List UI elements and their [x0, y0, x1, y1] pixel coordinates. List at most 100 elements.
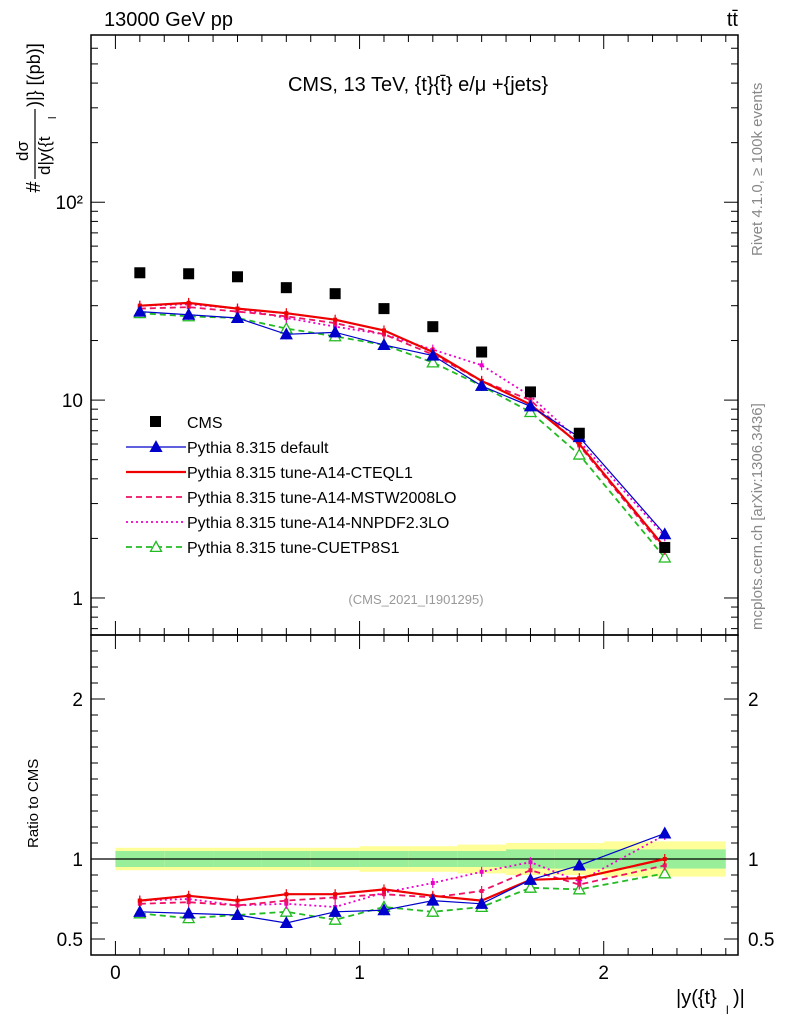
main-marker-pythia-8-315-tune-a14-cteql1: [381, 328, 386, 333]
axis-ticks: 0 1 2 1 10 10² 0.5 0.5 1 1 2 2: [56, 34, 774, 984]
ratio-y-tick-label-right: 2: [748, 690, 759, 711]
ratio-marker-pythia-8-315-default: [523, 872, 538, 885]
rivet-version-label: Rivet 4.1.0, ≥ 100k events: [749, 83, 766, 256]
ratio-marker-pythia-8-315-tune-a14-cteql1: [235, 898, 240, 903]
x-tick-label: 0: [110, 963, 121, 984]
process-label: tt̄: [727, 9, 739, 31]
cms-data-point: [183, 268, 195, 280]
ratio-marker-pythia-8-315-tune-a14-nnpdf2-3lo: [479, 869, 484, 874]
ratio-marker-pythia-8-315-default: [572, 858, 586, 871]
ratio-marker-pythia-8-315-tune-a14-cteql1: [284, 892, 289, 897]
main-marker-pythia-8-315-tune-a14-cteql1: [235, 306, 240, 311]
legend-marker-cms: [150, 416, 161, 427]
ratio-marker-pythia-8-315-tune-a14-mstw2008lo: [577, 882, 582, 887]
main-y-tick-label: 1: [72, 589, 83, 610]
ratio-marker-pythia-8-315-tune-a14-cteql1: [662, 857, 667, 861]
ratio-y-axis-label: Ratio to CMS: [25, 759, 42, 848]
legend-marker-pythia-8-315-tune-cuetp8s1: [149, 540, 163, 553]
main-marker-pythia-8-315-tune-a14-cteql1: [186, 300, 191, 305]
xlabel-main: |y({t}: [676, 987, 717, 1009]
legend-label-cms: CMS: [187, 415, 223, 432]
main-marker-pythia-8-315-tune-cuetp8s1: [523, 405, 538, 418]
ratio-series-line-pythia-8-315-tune-cuetp8s1: [139, 872, 665, 921]
cms-data-point: [476, 346, 488, 358]
main-marker-pythia-8-315-default: [658, 527, 672, 540]
ratio-marker-pythia-8-315-tune-cuetp8s1: [658, 866, 672, 879]
main-marker-pythia-8-315-tune-a14-cteql1: [333, 317, 338, 322]
beam-label: 13000 GeV pp: [104, 9, 233, 31]
ratio-marker-pythia-8-315-tune-a14-nnpdf2-3lo: [528, 860, 533, 865]
main-marker-pythia-8-315-tune-a14-cteql1: [284, 311, 289, 316]
ratio-y-tick-label: 2: [72, 690, 83, 711]
ratio-marker-pythia-8-315-tune-cuetp8s1: [523, 880, 538, 893]
cms-data-point: [329, 288, 341, 300]
x-axis-label: |y({t} l )|: [676, 987, 745, 1017]
main-marker-pythia-8-315-tune-a14-cteql1: [577, 442, 582, 447]
cms-data-point: [378, 303, 390, 315]
x-tick-label: 1: [354, 963, 365, 984]
ratio-marker-pythia-8-315-tune-a14-nnpdf2-3lo: [430, 881, 435, 885]
ylabel-numerator: dσ: [13, 141, 32, 161]
ratio-marker-pythia-8-315-tune-a14-cteql1: [577, 876, 582, 881]
main-marker-pythia-8-315-default: [523, 399, 538, 412]
cms-data-point: [524, 386, 536, 398]
ratio-marker-pythia-8-315-tune-cuetp8s1: [328, 912, 342, 925]
ylabel-denominator: d|y({t: [35, 136, 54, 175]
ratio-marker-pythia-8-315-tune-a14-cteql1: [333, 892, 338, 897]
legend-label-pythia-8-315-tune-cuetp8s1: Pythia 8.315 tune-CUETP8S1: [187, 540, 400, 557]
ratio-marker-pythia-8-315-tune-a14-mstw2008lo: [284, 898, 289, 903]
ratio-marker-pythia-8-315-tune-a14-mstw2008lo: [662, 863, 667, 868]
x-tick-label: 2: [598, 963, 609, 984]
cms-data-point: [659, 541, 671, 553]
legend-label-pythia-8-315-tune-a14-nnpdf2-3lo: Pythia 8.315 tune-A14-NNPDF2.3LO: [187, 515, 449, 532]
main-series-line-pythia-8-315-tune-a14-mstw2008lo: [139, 306, 666, 551]
main-marker-pythia-8-315-default: [475, 379, 489, 391]
ratio-marker-pythia-8-315-tune-cuetp8s1: [426, 904, 440, 917]
main-marker-pythia-8-315-default: [328, 325, 342, 338]
ratio-series-layer: [133, 826, 672, 929]
analysis-id-label: (CMS_2021_I1901295): [348, 592, 483, 607]
ylabel-hash: #: [23, 181, 45, 193]
main-marker-pythia-8-315-default: [279, 327, 293, 340]
ratio-marker-pythia-8-315-default: [182, 906, 196, 919]
ratio-y-tick-label: 0.5: [57, 930, 83, 951]
ratio-marker-pythia-8-315-tune-a14-mstw2008lo: [479, 889, 484, 893]
legend: CMS Pythia 8.315 default Pythia 8.315 tune…: [126, 415, 456, 557]
cms-data-point: [573, 427, 585, 439]
main-y-axis-label: # dσ d|y({t l )|} [(pb)]: [13, 43, 59, 192]
main-series-layer: [133, 267, 672, 563]
chart-title: CMS, 13 TeV, {t}{t̄} e/μ +{jets}: [288, 74, 548, 96]
cms-data-point: [427, 321, 439, 333]
ylabel-tail: )|} [(pb)]: [24, 43, 44, 107]
ratio-marker-pythia-8-315-tune-a14-cteql1: [137, 898, 142, 903]
ratio-marker-pythia-8-315-default: [426, 893, 440, 906]
ratio-marker-pythia-8-315-default: [475, 896, 489, 909]
main-marker-pythia-8-315-tune-cuetp8s1: [572, 447, 586, 460]
main-y-tick-label: 10²: [56, 193, 83, 214]
ratio-marker-pythia-8-315-default: [230, 908, 245, 921]
ratio-marker-pythia-8-315-tune-a14-mstw2008lo: [528, 868, 533, 873]
main-marker-pythia-8-315-default: [230, 311, 245, 324]
main-marker-pythia-8-315-default: [426, 348, 440, 361]
ratio-marker-pythia-8-315-default: [279, 916, 293, 929]
main-marker-pythia-8-315-tune-a14-nnpdf2-3lo: [479, 363, 484, 368]
ratio-marker-pythia-8-315-tune-a14-cteql1: [381, 887, 386, 892]
ratio-uncertainty-bands: [91, 841, 738, 877]
ratio-marker-pythia-8-315-tune-a14-cteql1: [186, 893, 191, 898]
ratio-marker-pythia-8-315-default: [658, 826, 672, 839]
main-marker-pythia-8-315-default: [377, 338, 391, 350]
ratio-panel-frame: [90, 634, 739, 956]
ratio-y-tick-label-right: 0.5: [748, 930, 774, 951]
legend-marker-pythia-8-315-default: [149, 440, 163, 453]
legend-label-pythia-8-315-tune-a14-cteql1: Pythia 8.315 tune-A14-CTEQL1: [187, 465, 413, 482]
ratio-y-tick-label: 1: [72, 850, 83, 871]
cms-data-point: [231, 271, 243, 283]
legend-label-pythia-8-315-default: Pythia 8.315 default: [187, 440, 329, 457]
main-marker-pythia-8-315-default: [133, 304, 147, 317]
ratio-y-tick-label-right: 1: [748, 850, 759, 871]
main-marker-pythia-8-315-tune-cuetp8s1: [658, 550, 672, 563]
xlabel-close: )|: [733, 987, 745, 1009]
ratio-marker-pythia-8-315-default: [133, 904, 147, 917]
ratio-marker-pythia-8-315-default: [377, 903, 391, 916]
